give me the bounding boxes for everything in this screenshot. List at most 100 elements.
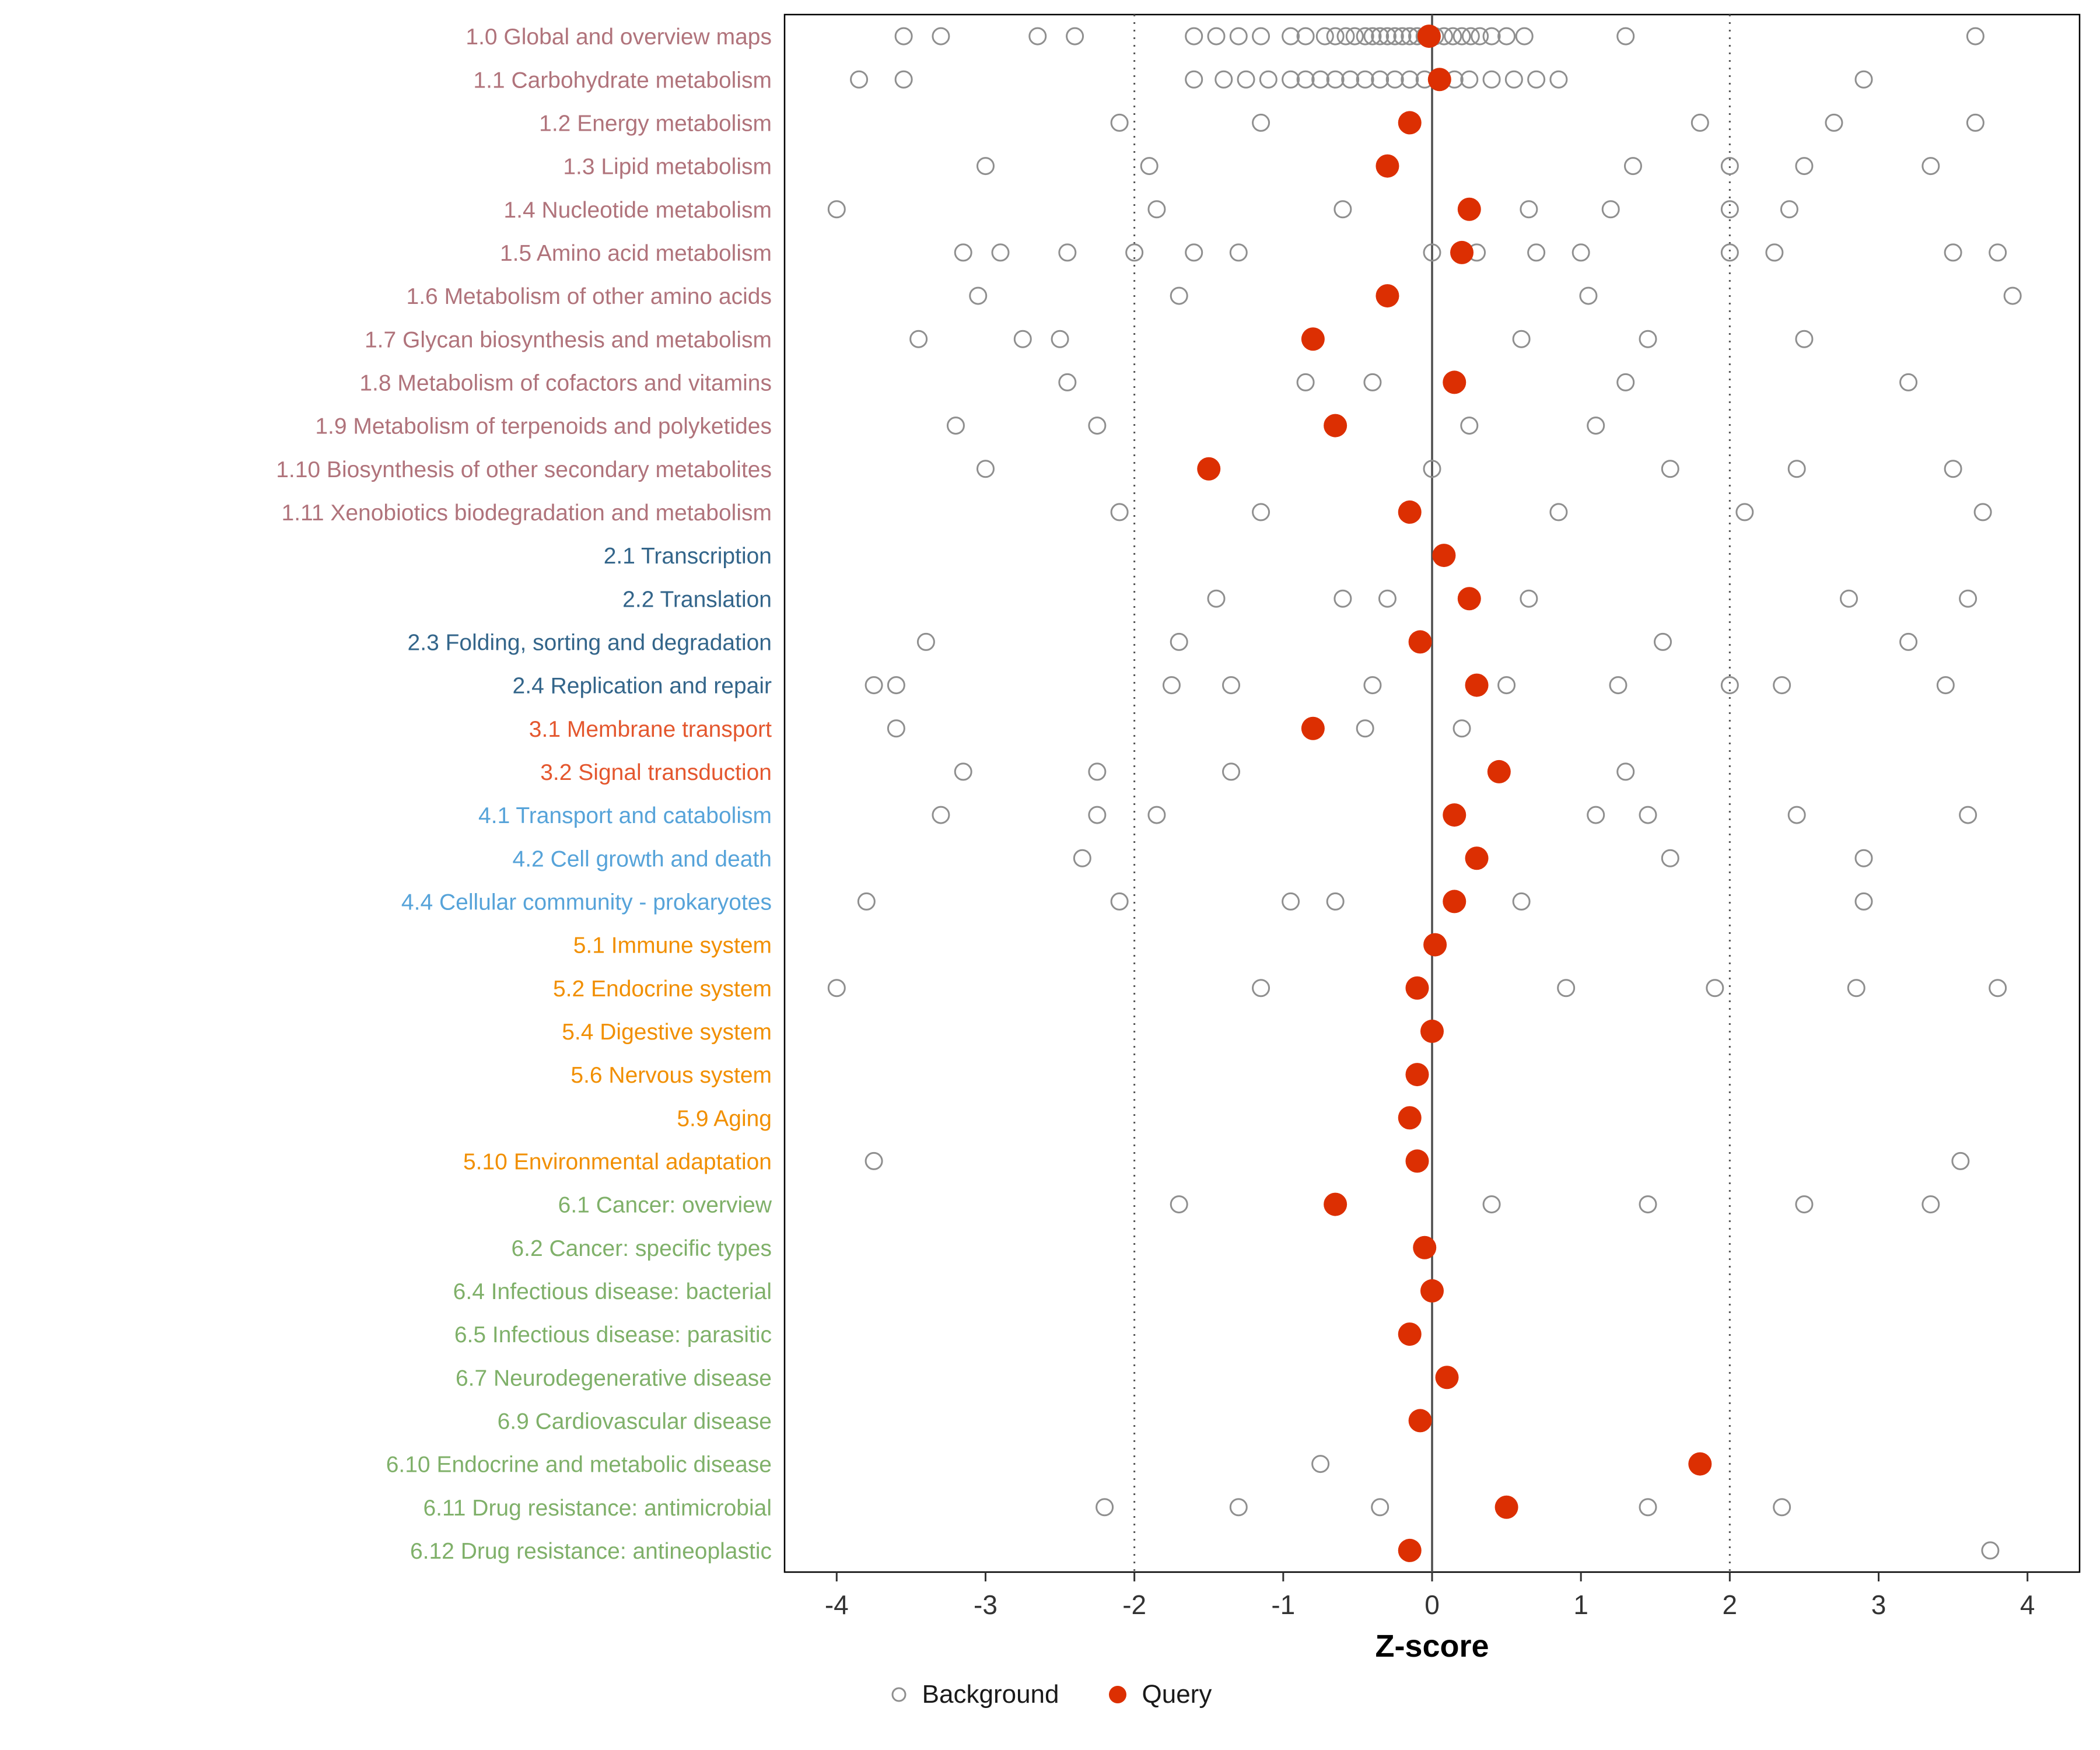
background-point — [1334, 589, 1352, 608]
query-point — [1398, 111, 1422, 135]
background-point — [954, 243, 972, 262]
background-point — [1461, 27, 1480, 46]
background-point — [932, 27, 950, 46]
background-point — [1110, 113, 1129, 132]
background-point — [1385, 70, 1404, 89]
background-point — [1214, 70, 1233, 89]
background-point — [1222, 676, 1241, 695]
background-point — [1237, 70, 1255, 89]
query-point — [1405, 1063, 1429, 1087]
background-point — [1787, 460, 1806, 478]
category-label: 6.11 Drug resistance: antimicrobial — [423, 1496, 772, 1521]
background-point — [1140, 157, 1158, 176]
background-point — [991, 243, 1010, 262]
background-point — [1229, 27, 1248, 46]
x-axis-tick-label: -3 — [974, 1590, 998, 1620]
background-point — [1936, 676, 1955, 695]
category-label: 4.4 Cellular community - prokaryotes — [401, 890, 772, 915]
background-point — [1639, 1195, 1657, 1214]
background-point — [1654, 632, 1672, 651]
background-point — [1520, 589, 1538, 608]
query-point — [1301, 327, 1325, 351]
background-point — [1363, 27, 1382, 46]
background-point — [1609, 676, 1628, 695]
category-label: 1.8 Metabolism of cofactors and vitamins — [359, 370, 772, 396]
query-point — [1450, 240, 1474, 264]
category-label: 5.1 Immune system — [573, 933, 772, 958]
x-axis-tick-label: 3 — [1871, 1590, 1887, 1620]
background-point — [1504, 70, 1523, 89]
background-point — [1549, 70, 1568, 89]
query-point — [1443, 803, 1466, 827]
background-point — [1549, 503, 1568, 522]
query-point — [1420, 1019, 1444, 1043]
background-point — [1345, 27, 1364, 46]
background-point — [1706, 979, 1724, 998]
background-point — [1282, 27, 1300, 46]
query-point — [1417, 24, 1441, 48]
background-point — [1356, 27, 1374, 46]
background-point — [1356, 719, 1374, 738]
query-point-glyph — [1108, 1686, 1126, 1703]
category-label: 2.2 Translation — [622, 587, 772, 612]
query-point — [1398, 1106, 1422, 1130]
background-point — [1363, 676, 1382, 695]
background-point — [1229, 1498, 1248, 1517]
background-point — [1452, 27, 1471, 46]
category-label: 4.2 Cell growth and death — [513, 846, 772, 872]
background-point — [1385, 27, 1404, 46]
background-point — [1110, 503, 1129, 522]
background-point — [1497, 676, 1516, 695]
background-point — [1661, 460, 1679, 478]
category-label: 5.2 Endocrine system — [553, 977, 772, 1002]
query-point — [1398, 1538, 1422, 1562]
background-point — [1252, 27, 1270, 46]
background-point — [1981, 1541, 2000, 1560]
category-label: 6.5 Infectious disease: parasitic — [454, 1322, 772, 1348]
query-point — [1457, 197, 1481, 221]
background-point — [1207, 27, 1226, 46]
background-point — [1515, 27, 1534, 46]
background-point — [1839, 589, 1858, 608]
background-point — [1460, 416, 1479, 435]
background-point — [1623, 157, 1642, 176]
background-point — [1512, 892, 1531, 911]
category-label: 6.4 Infectious disease: bacterial — [453, 1279, 772, 1304]
background-point — [954, 762, 972, 781]
background-point — [1252, 503, 1270, 522]
background-point — [1401, 70, 1419, 89]
background-point — [1170, 632, 1188, 651]
background-point — [1088, 806, 1107, 824]
background-point — [976, 157, 995, 176]
query-point — [1405, 1149, 1429, 1173]
background-point — [1497, 27, 1516, 46]
category-label: 1.0 Global and overview maps — [466, 24, 772, 50]
background-point — [976, 460, 995, 478]
background-point — [1557, 979, 1576, 998]
query-point — [1420, 1279, 1444, 1303]
background-point — [1147, 200, 1166, 219]
category-label: 6.2 Cancer: specific types — [511, 1236, 772, 1261]
background-point — [1690, 113, 1709, 132]
query-point — [1408, 630, 1432, 654]
background-point — [1765, 243, 1784, 262]
query-point — [1301, 716, 1325, 740]
category-label: 3.1 Membrane transport — [529, 717, 772, 742]
background-point — [1147, 806, 1166, 824]
background-point — [1773, 1498, 1791, 1517]
category-label: 4.1 Transport and catabolism — [478, 803, 772, 828]
category-label: 6.9 Cardiovascular disease — [498, 1409, 772, 1434]
background-point — [1058, 243, 1077, 262]
background-point — [1259, 70, 1278, 89]
background-point — [1326, 892, 1345, 911]
background-point — [1854, 892, 1873, 911]
background-point — [1088, 762, 1107, 781]
background-point — [1527, 243, 1546, 262]
background-point — [1282, 70, 1300, 89]
query-point — [1405, 976, 1429, 1000]
background-point — [1222, 762, 1241, 781]
background-point — [864, 676, 883, 695]
background-point — [1326, 27, 1345, 46]
category-label: 1.2 Energy metabolism — [539, 111, 772, 136]
query-point — [1487, 760, 1511, 783]
